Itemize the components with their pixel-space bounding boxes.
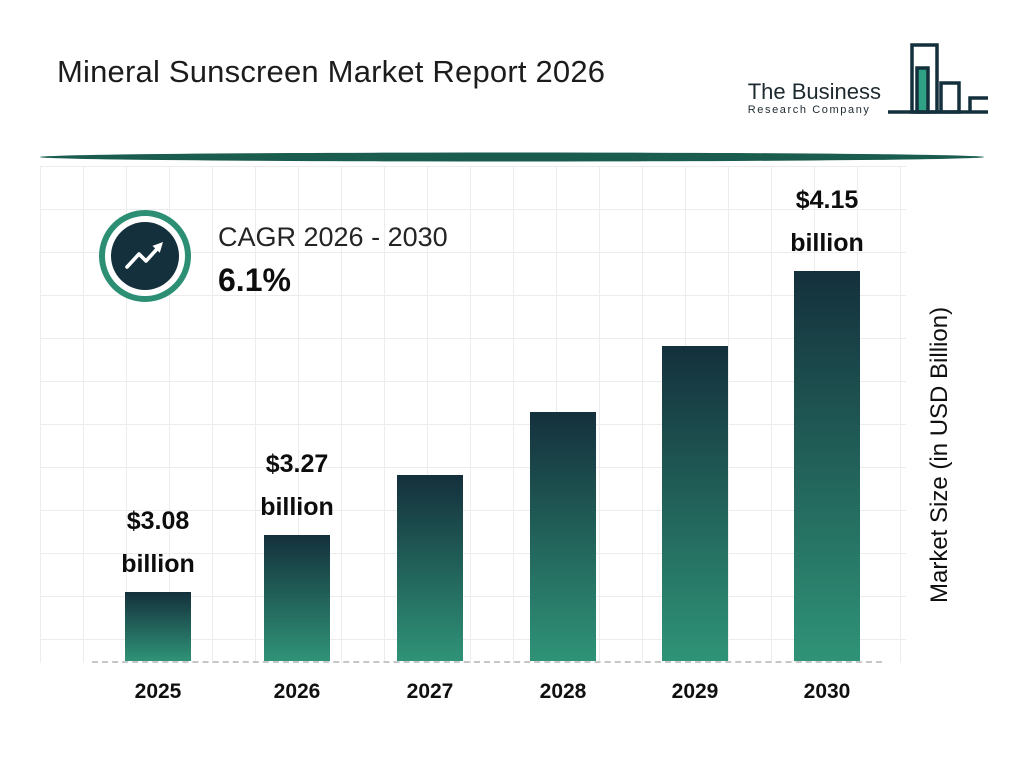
logo-name-line2: Research Company bbox=[747, 103, 871, 116]
x-axis-label-2028: 2028 bbox=[539, 680, 587, 703]
x-axis-label-2027: 2027 bbox=[406, 680, 454, 703]
x-axis-label-2026: 2026 bbox=[273, 680, 321, 703]
x-axis-label-2025: 2025 bbox=[134, 680, 182, 703]
cagr-value: 6.1% bbox=[218, 262, 291, 298]
bar-2027 bbox=[397, 475, 463, 661]
cagr-text: CAGR 2026 - 2030 6.1% bbox=[218, 208, 448, 299]
bar-2028 bbox=[530, 412, 596, 661]
company-logo: The Business Research Company bbox=[716, 38, 990, 122]
x-axis-dashed-line bbox=[92, 661, 882, 663]
page-title: Mineral Sunscreen Market Report 2026 bbox=[57, 54, 606, 89]
bar-value-label-2026: $3.27 billion bbox=[260, 450, 334, 521]
cagr-badge: CAGR 2026 - 2030 6.1% bbox=[97, 208, 448, 304]
logo-bar-chart-icon bbox=[888, 43, 988, 114]
x-axis-label-2030: 2030 bbox=[803, 680, 851, 703]
company-logo-text: The Business Research Company bbox=[748, 79, 881, 122]
bar-value-label-2030: $4.15 billion bbox=[790, 186, 864, 257]
bar-2025 bbox=[125, 592, 191, 661]
growth-trend-icon bbox=[99, 210, 191, 302]
bar-2029 bbox=[662, 346, 728, 661]
cagr-period-label: CAGR 2026 - 2030 bbox=[218, 222, 448, 252]
y-axis-title: Market Size (in USD Billion) bbox=[926, 306, 953, 604]
header-divider bbox=[40, 152, 984, 162]
bar-2026 bbox=[264, 535, 330, 661]
bar-2030 bbox=[794, 271, 860, 661]
bar-value-label-2025: $3.08 billion bbox=[121, 507, 195, 578]
logo-name-line1: The Business bbox=[747, 78, 881, 104]
x-axis-label-2029: 2029 bbox=[671, 680, 719, 703]
